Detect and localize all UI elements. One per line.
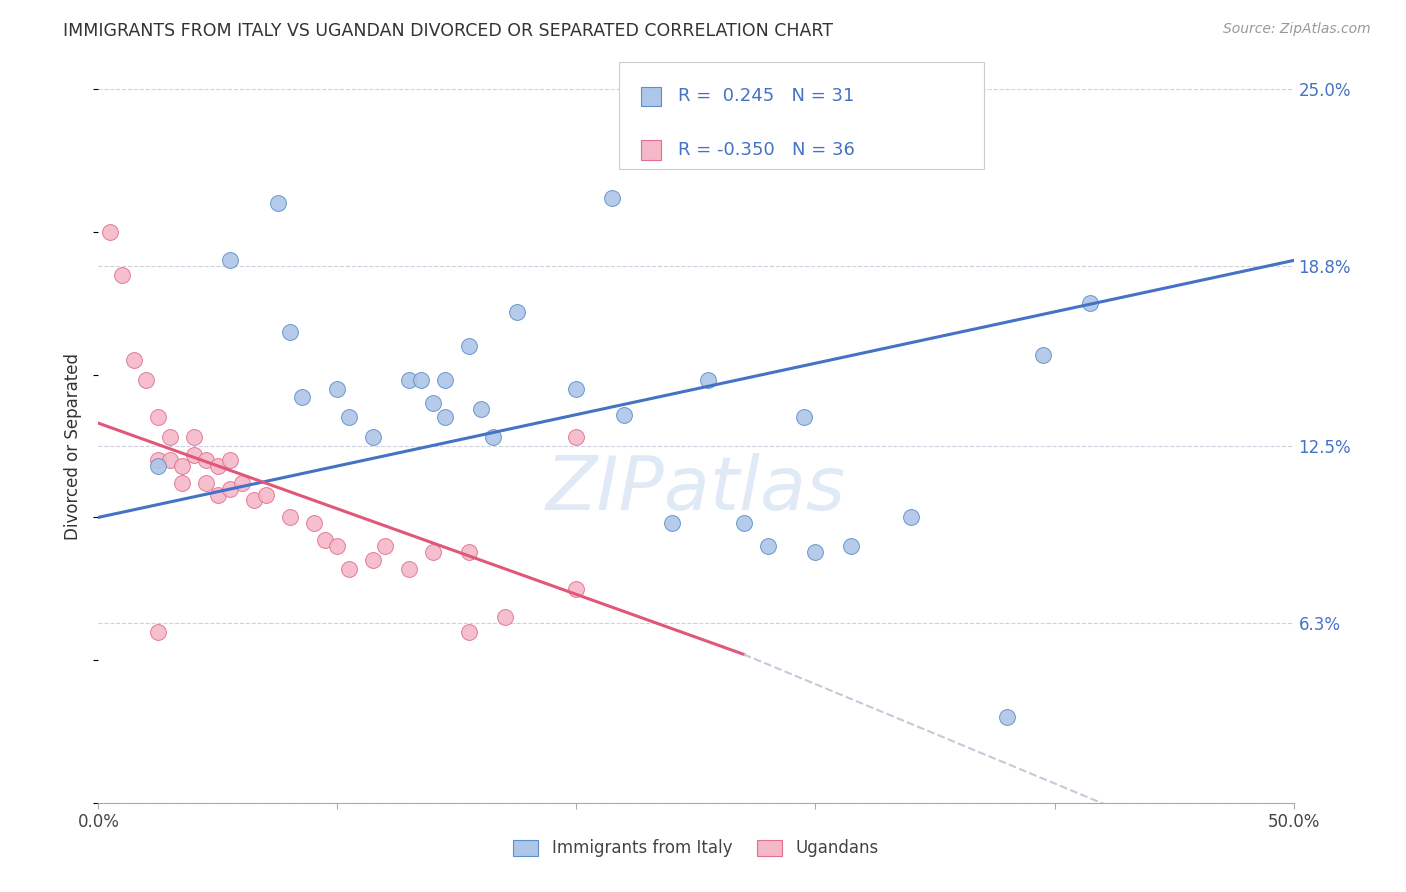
Point (458, 624, 481, 639)
Point (363, 553, 385, 567)
Point (470, 401, 492, 416)
Point (374, 539, 396, 553)
Point (661, 516, 683, 530)
Point (565, 582, 588, 596)
Point (207, 487, 229, 501)
Point (219, 482, 242, 496)
Point (195, 476, 218, 491)
Text: Source: ZipAtlas.com: Source: ZipAtlas.com (1223, 22, 1371, 37)
Text: IMMIGRANTS FROM ITALY VS UGANDAN DIVORCED OR SEPARATED CORRELATION CHART: IMMIGRANTS FROM ITALY VS UGANDAN DIVORCE… (63, 22, 834, 40)
Point (804, 544, 827, 558)
Point (613, 408, 636, 422)
Point (733, 516, 755, 530)
Point (458, 544, 481, 558)
Point (148, 453, 170, 467)
Point (254, 487, 277, 501)
Point (278, 325, 301, 339)
Point (422, 396, 444, 410)
Point (793, 410, 815, 425)
Point (326, 539, 349, 553)
Point (339, 410, 361, 425)
Point (219, 453, 242, 467)
Point (183, 448, 205, 462)
Point (481, 430, 505, 444)
Point (398, 373, 420, 387)
Point (135, 373, 157, 387)
Text: R =  0.245   N = 31: R = 0.245 N = 31 (678, 87, 853, 105)
Point (1032, 348, 1054, 362)
Point (315, 533, 337, 548)
Point (326, 382, 349, 396)
Point (195, 453, 218, 467)
Point (302, 516, 325, 530)
Point (602, 191, 624, 205)
Point (111, 268, 134, 282)
Point (159, 453, 181, 467)
Point (98, 225, 122, 239)
Point (458, 339, 481, 353)
Point (148, 410, 170, 425)
Point (506, 305, 529, 319)
Point (172, 476, 194, 491)
Point (1080, 296, 1102, 310)
Point (434, 410, 457, 425)
Point (841, 539, 863, 553)
Point (756, 539, 779, 553)
Point (995, 710, 1018, 724)
Point (291, 391, 314, 405)
Point (398, 562, 420, 576)
Y-axis label: Divorced or Separated: Divorced or Separated (65, 352, 83, 540)
Point (267, 196, 290, 211)
Point (411, 373, 433, 387)
Point (434, 373, 457, 387)
Legend: Immigrants from Italy, Ugandans: Immigrants from Italy, Ugandans (505, 831, 887, 866)
Point (422, 544, 444, 558)
Point (565, 382, 588, 396)
Point (172, 458, 194, 473)
Point (565, 430, 588, 444)
Point (219, 253, 242, 268)
Point (900, 510, 922, 524)
Point (339, 562, 361, 576)
Text: R = -0.350   N = 36: R = -0.350 N = 36 (678, 141, 855, 159)
Point (148, 458, 170, 473)
Point (697, 373, 720, 387)
Point (494, 610, 516, 624)
Point (207, 458, 229, 473)
Point (124, 353, 146, 368)
Text: ZIPatlas: ZIPatlas (546, 453, 846, 524)
Point (183, 430, 205, 444)
Point (278, 510, 301, 524)
Point (231, 476, 253, 491)
Point (363, 430, 385, 444)
Point (159, 430, 181, 444)
Point (148, 624, 170, 639)
Point (243, 493, 266, 508)
